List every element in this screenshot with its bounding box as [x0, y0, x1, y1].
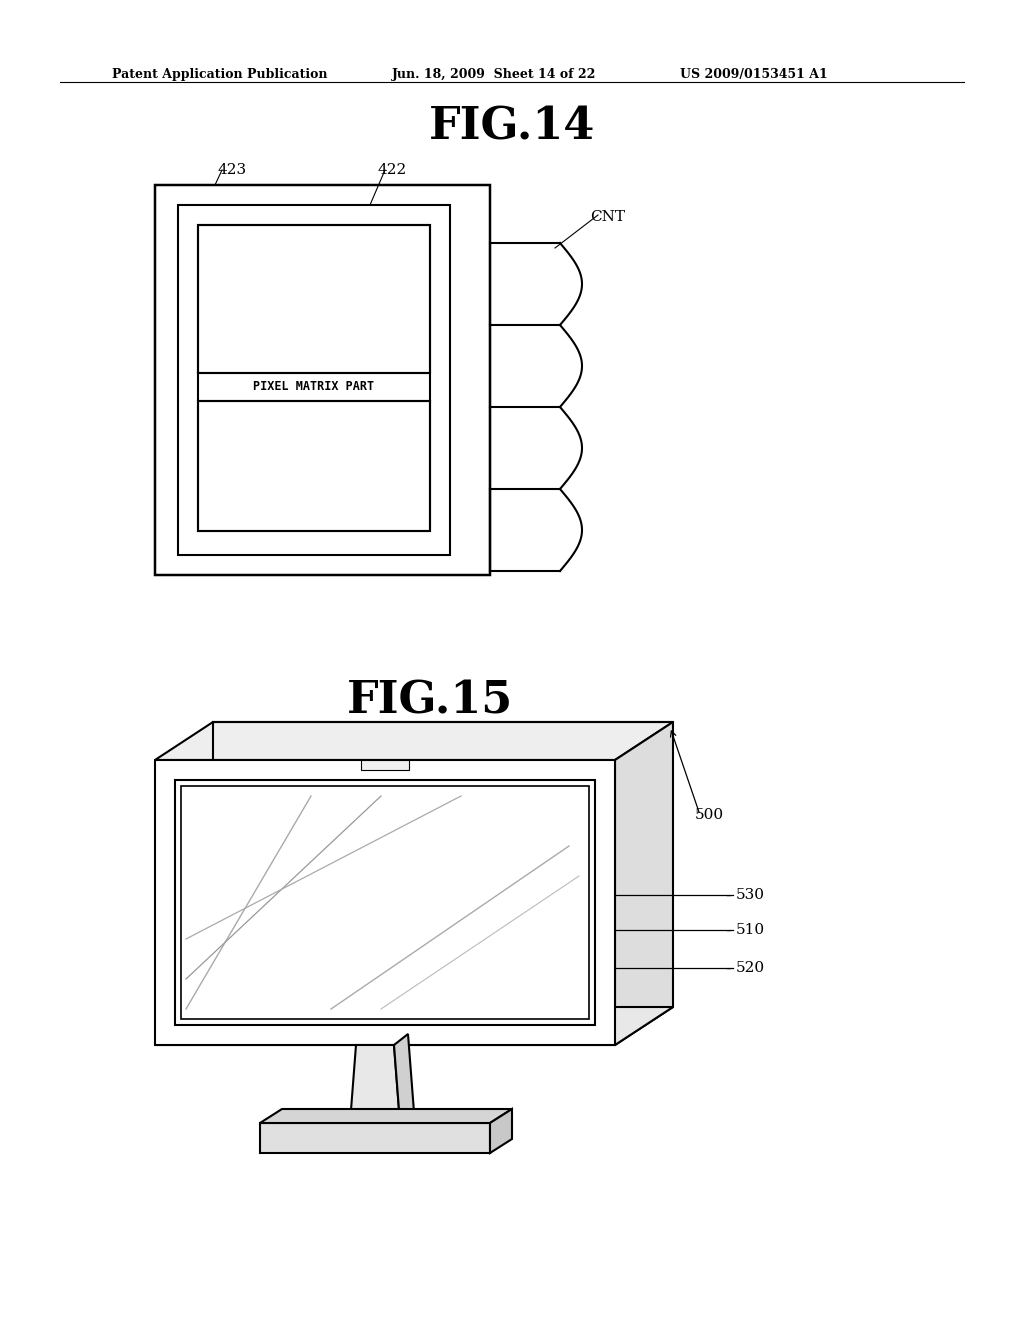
Bar — [155, 185, 490, 576]
Bar — [181, 785, 589, 1019]
Text: FIG.15: FIG.15 — [347, 680, 513, 723]
Bar — [260, 1123, 490, 1152]
Text: 422: 422 — [378, 162, 407, 177]
Text: 510: 510 — [736, 923, 765, 937]
Text: PIXEL MATRIX PART: PIXEL MATRIX PART — [253, 380, 375, 393]
Bar — [198, 224, 430, 374]
Bar — [175, 780, 595, 1026]
Polygon shape — [350, 1045, 400, 1123]
Polygon shape — [155, 1007, 673, 1045]
Text: Jun. 18, 2009  Sheet 14 of 22: Jun. 18, 2009 Sheet 14 of 22 — [392, 69, 596, 81]
Text: FIG.14: FIG.14 — [429, 106, 595, 148]
Polygon shape — [394, 1034, 414, 1123]
Text: US 2009/0153451 A1: US 2009/0153451 A1 — [680, 69, 827, 81]
Polygon shape — [260, 1109, 512, 1123]
Text: 500: 500 — [695, 808, 724, 822]
Text: Patent Application Publication: Patent Application Publication — [112, 69, 328, 81]
Bar — [198, 401, 430, 531]
Text: 423: 423 — [217, 162, 247, 177]
Bar — [178, 205, 450, 554]
Text: -: - — [725, 961, 730, 975]
Bar — [155, 760, 615, 1045]
Polygon shape — [490, 1109, 512, 1152]
Bar — [361, 760, 409, 770]
Bar — [198, 224, 430, 531]
Text: -: - — [725, 923, 730, 937]
Text: 520: 520 — [736, 961, 765, 975]
Polygon shape — [155, 722, 673, 760]
Text: 530: 530 — [736, 888, 765, 902]
Polygon shape — [615, 722, 673, 1045]
Text: -: - — [725, 887, 730, 903]
Text: CNT: CNT — [590, 210, 625, 224]
